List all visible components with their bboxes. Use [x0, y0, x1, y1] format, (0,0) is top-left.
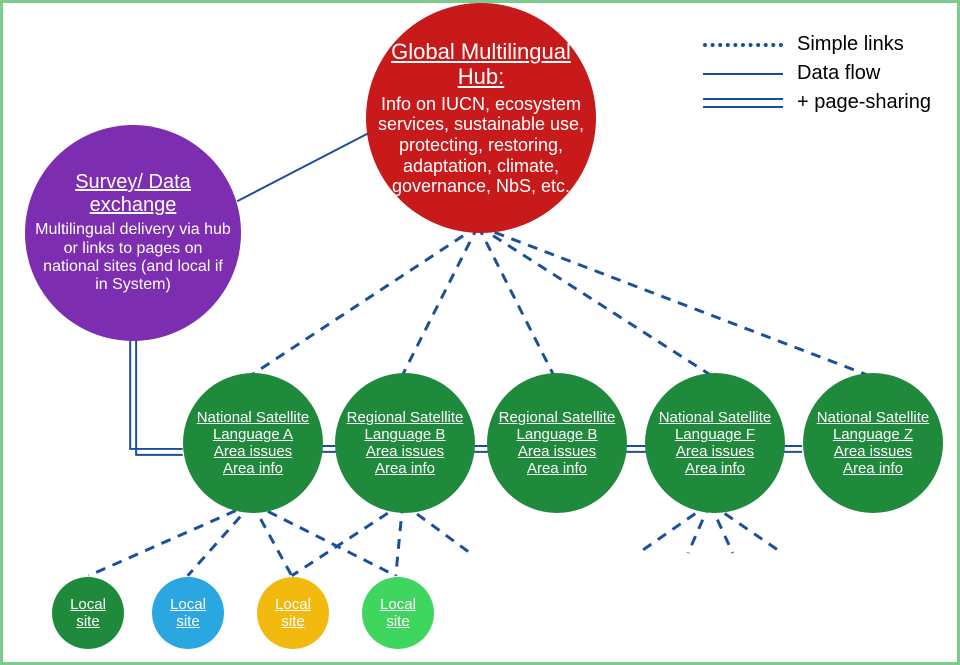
node-survey: Survey/ Data exchange Multilingual deliv…	[25, 125, 241, 341]
node-sat-4: National Satellite Language F Area issue…	[645, 373, 785, 513]
loc3-l2: site	[281, 613, 304, 630]
sat2-l3: Area issues	[366, 443, 444, 460]
survey-title: Survey/ Data exchange	[35, 171, 231, 217]
legend-row-solid: Data flow	[703, 62, 931, 85]
sat2-l2: Language B	[365, 426, 446, 443]
sat4-l2: Language F	[675, 426, 755, 443]
node-sat-2: Regional Satellite Language B Area issue…	[335, 373, 475, 513]
sat2-l1: Regional Satellite	[347, 409, 464, 426]
legend-label-solid: Data flow	[797, 62, 880, 85]
sat4-l4: Area info	[685, 460, 745, 477]
loc2-l1: Local	[170, 596, 206, 613]
node-local-1: Local site	[52, 577, 124, 649]
sat3-l4: Area info	[527, 460, 587, 477]
edge-survey-double	[130, 338, 183, 455]
legend-swatch-solid	[703, 73, 783, 75]
loc1-l2: site	[76, 613, 99, 630]
node-hub: Global Multilingual Hub: Info on IUCN, e…	[366, 3, 596, 233]
survey-body: Multilingual delivery via hub or links t…	[35, 221, 231, 295]
loc1-l1: Local	[70, 596, 106, 613]
sat3-l3: Area issues	[518, 443, 596, 460]
sat5-l4: Area info	[843, 460, 903, 477]
hub-title: Global Multilingual Hub:	[376, 39, 586, 90]
legend-row-double: + page-sharing	[703, 91, 931, 114]
edges-sat1-locals	[89, 503, 396, 575]
sat5-l2: Language Z	[833, 426, 913, 443]
legend-row-dotted: Simple links	[703, 33, 931, 56]
node-sat-3: Regional Satellite Language B Area issue…	[487, 373, 627, 513]
sat3-l2: Language B	[517, 426, 598, 443]
sat4-l1: National Satellite	[659, 409, 772, 426]
hub-body: Info on IUCN, ecosystem services, sustai…	[376, 94, 586, 197]
sat3-l1: Regional Satellite	[499, 409, 616, 426]
sat5-l1: National Satellite	[817, 409, 930, 426]
node-local-3: Local site	[257, 577, 329, 649]
legend-label-double: + page-sharing	[797, 91, 931, 114]
loc3-l1: Local	[275, 596, 311, 613]
sat2-l4: Area info	[375, 460, 435, 477]
sat1-l2: Language A	[213, 426, 293, 443]
node-local-4: Local site	[362, 577, 434, 649]
legend: Simple links Data flow + page-sharing	[703, 33, 931, 120]
loc2-l2: site	[176, 613, 199, 630]
legend-swatch-dotted	[703, 43, 783, 47]
sat1-l4: Area info	[223, 460, 283, 477]
sat4-l3: Area issues	[676, 443, 754, 460]
node-local-2: Local site	[152, 577, 224, 649]
legend-swatch-double	[703, 98, 783, 108]
sat1-l3: Area issues	[214, 443, 292, 460]
sat1-l1: National Satellite	[197, 409, 310, 426]
node-sat-5: National Satellite Language Z Area issue…	[803, 373, 943, 513]
edges-sat2-locals	[292, 503, 470, 575]
sat5-l3: Area issues	[834, 443, 912, 460]
legend-label-dotted: Simple links	[797, 33, 904, 56]
loc4-l1: Local	[380, 596, 416, 613]
edge-survey-hub	[237, 132, 371, 201]
loc4-l2: site	[386, 613, 409, 630]
diagram-stage: Global Multilingual Hub: Info on IUCN, e…	[0, 0, 960, 665]
edges-hub-to-sats	[252, 226, 866, 375]
node-sat-1: National Satellite Language A Area issue…	[183, 373, 323, 513]
